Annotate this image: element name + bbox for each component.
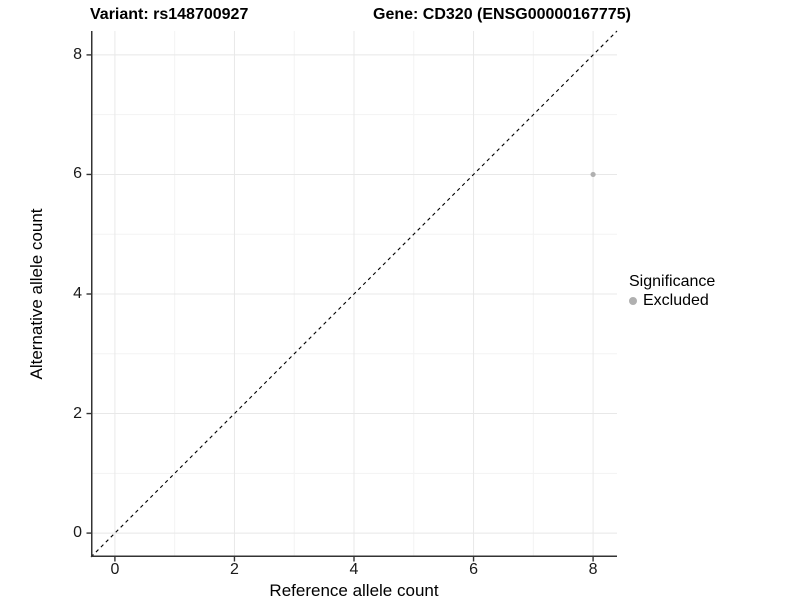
x-tick-label: 4 (349, 561, 359, 578)
legend: Significance Excluded (629, 272, 715, 310)
plot-panel (86, 30, 618, 562)
legend-point-icon (629, 296, 637, 305)
y-tick-label: 8 (73, 45, 82, 63)
y-tick-label: 6 (73, 165, 82, 183)
legend-title: Significance (629, 273, 716, 290)
legend-items: Excluded (629, 291, 715, 310)
legend-item: Excluded (629, 291, 715, 310)
x-tick-label: 0 (110, 561, 120, 578)
variant-title: Variant: rs148700927 (90, 6, 249, 23)
legend-item-label: Excluded (643, 292, 709, 309)
x-tick-label: 6 (469, 561, 478, 578)
y-axis-title: Alternative allele count (27, 208, 46, 380)
y-tick-label: 0 (73, 524, 82, 542)
y-tick-label: 4 (73, 285, 82, 302)
gene-title: Gene: CD320 (ENSG00000167775) (373, 6, 631, 23)
x-axis-title: Reference allele count (269, 581, 439, 600)
data-point (590, 171, 596, 178)
y-tick-label: 2 (73, 404, 82, 422)
identity-dashed-line (90, 30, 618, 558)
x-tick-label: 8 (588, 561, 598, 578)
x-tick-label: 2 (230, 561, 239, 578)
